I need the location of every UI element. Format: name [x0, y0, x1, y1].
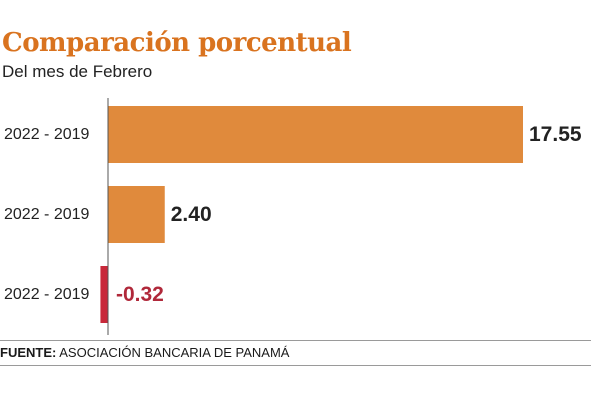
- bar-1: [108, 106, 523, 163]
- category-label-3: 2022 - 2019: [4, 286, 90, 303]
- bar-2: [108, 186, 165, 243]
- value-label-3: -0.32: [116, 283, 164, 306]
- value-label-2: 2.40: [171, 203, 212, 226]
- source-text: ASOCIACIÓN BANCARIA DE PANAMÁ: [59, 345, 290, 360]
- source-label: FUENTE:: [0, 345, 57, 360]
- chart-subtitle: Del mes de Febrero: [2, 62, 153, 81]
- value-label-1: 17.55: [529, 123, 582, 146]
- bar-3: [100, 266, 108, 323]
- source-footer: FUENTE: ASOCIACIÓN BANCARIA DE PANAMÁ: [0, 340, 591, 366]
- category-label-1: 2022 - 2019: [4, 126, 90, 143]
- chart-title: Comparación porcentual: [2, 28, 352, 58]
- bar-chart: 2022 - 2019 17.55 2022 - 2019 2.40 2022 - 20…: [4, 98, 582, 335]
- category-label-2: 2022 - 2019: [4, 206, 90, 223]
